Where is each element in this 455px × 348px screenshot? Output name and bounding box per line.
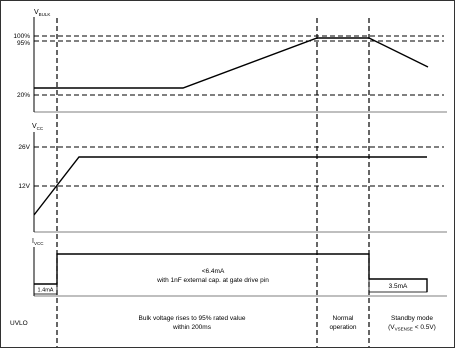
vcc-panel: VCC 26V 12V: [18, 123, 447, 233]
vbulk-tick-20: 20%: [17, 92, 30, 99]
vbulk-tick-100: 100%: [13, 33, 30, 40]
phase-standby-line1: Standby mode: [391, 315, 433, 322]
ivcc-end-label: 3.5mA: [389, 283, 408, 290]
phase-ramp-line2: within 200ms: [172, 324, 212, 331]
vbulk-tick-95: 95%: [17, 40, 30, 47]
standby-vsense-sub: VSENSE: [395, 327, 413, 332]
vbulk-axis-sub: BULK: [39, 12, 51, 17]
ivcc-axis-label: IVCC: [32, 238, 44, 246]
ivcc-main-line2: with 1nF external cap. at gate drive pin: [156, 277, 269, 284]
ivcc-main-line1: <6.4mA: [202, 268, 225, 275]
phase-normal-line2: operation: [329, 324, 356, 331]
vcc-tick-12v: 12V: [18, 183, 30, 190]
phase-uvlo: UVLO: [10, 320, 28, 327]
ivcc-start-box: [33, 283, 58, 295]
vcc-waveform: [33, 156, 427, 216]
phase-labels: UVLO Bulk voltage rises to 95% rated val…: [10, 315, 436, 332]
vbulk-panel: VBULK 100% 95% 20%: [13, 9, 447, 113]
vcc-axis-sub: CC: [37, 126, 44, 131]
phase-ramp-line1: Bulk voltage rises to 95% rated value: [139, 315, 246, 322]
ivcc-start-label: 1.4mA: [38, 288, 54, 294]
ivcc-panel: IVCC 1.4mA <6.4mA with 1nF external cap.…: [32, 238, 447, 297]
phase-normal-line1: Normal: [333, 315, 355, 322]
vcc-axis-label: VCC: [32, 123, 44, 131]
ivcc-waveform: [34, 253, 428, 292]
vbulk-axis-label: VBULK: [34, 9, 50, 17]
vcc-tick-26v: 26V: [18, 144, 30, 151]
phase-standby-line2: (VVSENSE < 0.5V): [388, 324, 436, 332]
ivcc-axis-sub: VCC: [34, 241, 44, 246]
